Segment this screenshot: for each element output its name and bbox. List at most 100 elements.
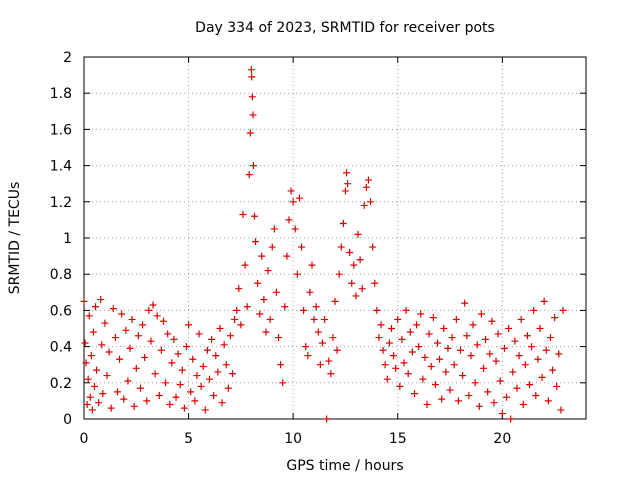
data-point [147, 337, 155, 345]
data-point [532, 391, 540, 399]
data-point [130, 402, 138, 410]
data-point [256, 310, 264, 318]
data-point [222, 361, 230, 369]
data-point [210, 391, 218, 399]
data-point [375, 334, 383, 342]
y-tick-label: 0.8 [50, 267, 72, 283]
data-point [482, 335, 490, 343]
data-point [390, 352, 398, 360]
data-point [166, 401, 174, 409]
data-point [459, 372, 467, 380]
data-point [162, 379, 170, 387]
y-tick-label: 1.6 [50, 122, 72, 138]
data-point [321, 315, 329, 323]
data-point [404, 370, 412, 378]
data-point [239, 210, 247, 218]
data-point [557, 406, 565, 414]
data-point [246, 129, 254, 137]
data-point [203, 346, 211, 354]
x-tick-label: 5 [184, 431, 193, 447]
data-point [385, 339, 393, 347]
data-point [425, 330, 433, 338]
data-point [250, 212, 258, 220]
y-tick-label: 0.6 [50, 303, 72, 319]
data-point [149, 301, 157, 309]
data-point [122, 326, 130, 334]
data-point [218, 399, 226, 407]
x-tick-label: 0 [80, 431, 89, 447]
data-point [392, 364, 400, 372]
data-point [410, 390, 418, 398]
data-point [377, 321, 385, 329]
data-point [507, 415, 515, 423]
data-point [208, 335, 216, 343]
data-point [427, 363, 435, 371]
data-point [513, 384, 521, 392]
data-point [549, 366, 557, 374]
data-point [337, 243, 345, 251]
x-tick-label: 10 [284, 431, 302, 447]
data-point [488, 317, 496, 325]
grid-lines [84, 57, 586, 419]
data-point [530, 306, 538, 314]
data-point [335, 270, 343, 278]
data-point [475, 402, 483, 410]
data-point [97, 296, 105, 304]
data-point [362, 183, 370, 191]
data-point [199, 363, 207, 371]
data-point [118, 310, 126, 318]
data-point [247, 66, 255, 74]
data-point [272, 288, 280, 296]
y-tick-label: 0 [63, 412, 72, 428]
data-point [350, 261, 358, 269]
data-point [120, 395, 128, 403]
data-point [528, 343, 536, 351]
data-point [245, 171, 253, 179]
data-point [83, 401, 91, 409]
data-point [383, 375, 391, 383]
data-point [559, 306, 567, 314]
data-point [195, 330, 203, 338]
data-point [164, 330, 172, 338]
axis-ticks: 00.20.40.60.811.21.41.61.820 5 10 15 20 [50, 50, 586, 447]
data-point [105, 348, 113, 356]
data-point [546, 334, 554, 342]
data-point [341, 187, 349, 195]
data-point [145, 306, 153, 314]
data-point [358, 285, 366, 293]
data-point [417, 310, 425, 318]
y-tick-label: 0.4 [50, 340, 72, 356]
data-point [526, 381, 534, 389]
data-point [170, 335, 178, 343]
y-tick-label: 1 [63, 231, 72, 247]
data-point [258, 252, 266, 260]
data-point [268, 243, 276, 251]
data-point [461, 299, 469, 307]
data-point [185, 321, 193, 329]
data-point [348, 279, 356, 287]
data-point [538, 373, 546, 381]
data-point [128, 315, 136, 323]
data-point [287, 187, 295, 195]
data-point [381, 361, 389, 369]
data-point [457, 346, 464, 354]
data-point [333, 346, 341, 354]
data-point [454, 397, 462, 405]
data-point [109, 305, 117, 313]
x-tick-label: 15 [389, 431, 407, 447]
data-point [331, 297, 339, 305]
data-point [498, 410, 506, 418]
data-point [113, 388, 121, 396]
data-point [379, 346, 387, 354]
data-point [406, 328, 414, 336]
x-axis-label: GPS time / hours [286, 458, 403, 474]
data-point [423, 401, 431, 409]
data-point [396, 382, 404, 390]
data-point [452, 315, 460, 323]
data-point [248, 93, 256, 101]
data-point [373, 306, 381, 314]
data-point [289, 198, 297, 206]
data-point [212, 352, 220, 360]
data-point [304, 352, 312, 360]
data-point [367, 198, 375, 206]
